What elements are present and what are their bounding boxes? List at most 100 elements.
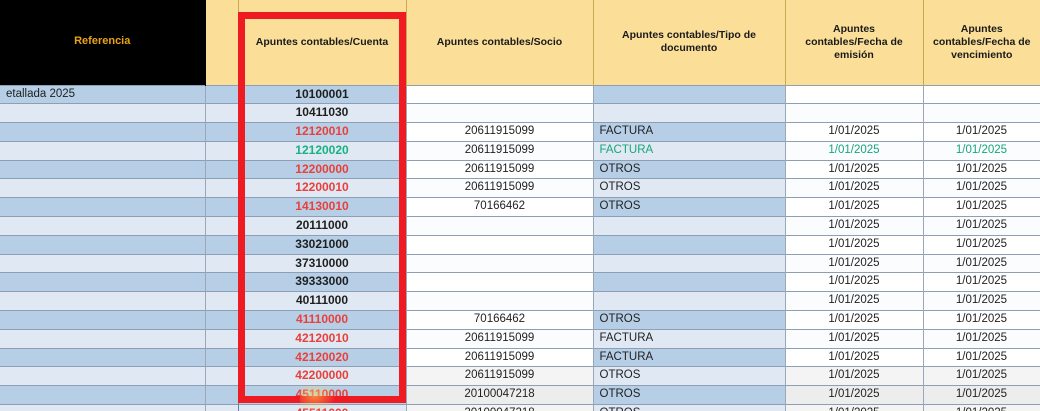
cell-tipo-documento[interactable] [593, 84, 786, 104]
cell-fecha-vencimiento[interactable]: 1/01/2025 [923, 347, 1040, 367]
cell-fecha-emision[interactable]: 1/01/2025 [785, 140, 924, 161]
cell-fecha-emision[interactable]: 1/01/2025 [785, 310, 924, 330]
cell-spacer[interactable] [205, 103, 239, 123]
cell-cuenta[interactable]: 10411030 [238, 103, 407, 123]
cell-tipo-documento[interactable]: OTROS [593, 178, 786, 198]
column-header-spacer[interactable] [205, 0, 239, 85]
cell-spacer[interactable] [205, 159, 239, 179]
cell-spacer[interactable] [205, 216, 239, 236]
column-header-tipo-documento[interactable]: Apuntes contables/Tipo de documento [593, 0, 786, 85]
cell-socio[interactable] [406, 84, 594, 104]
cell-spacer[interactable] [205, 140, 239, 161]
cell-fecha-emision[interactable]: 1/01/2025 [785, 328, 924, 349]
cell-cuenta[interactable]: 12200000 [238, 159, 407, 179]
cell-spacer[interactable] [205, 366, 239, 386]
table-row[interactable]: 40111000 1/01/2025 1/01/2025 [0, 291, 1040, 311]
cell-fecha-vencimiento[interactable]: 1/01/2025 [923, 253, 1040, 273]
cell-fecha-emision[interactable] [785, 84, 924, 104]
cell-cuenta[interactable]: 10100001 [238, 84, 407, 104]
cell-cuenta[interactable]: 40111000 [238, 291, 407, 311]
cell-tipo-documento[interactable] [593, 253, 786, 273]
cell-spacer[interactable] [205, 272, 239, 292]
cell-cuenta[interactable]: 39333000 [238, 272, 407, 292]
cell-fecha-vencimiento[interactable]: 1/01/2025 [923, 385, 1040, 405]
cell-referencia[interactable] [0, 291, 206, 311]
cell-referencia[interactable] [0, 385, 206, 405]
cell-tipo-documento[interactable]: FACTURA [593, 347, 786, 367]
cell-socio[interactable] [406, 216, 594, 236]
cell-referencia[interactable] [0, 253, 206, 273]
cell-spacer[interactable] [205, 84, 239, 104]
cell-referencia[interactable] [0, 159, 206, 179]
table-row[interactable]: 42200000 20611915099 OTROS 1/01/2025 1/01/20… [0, 366, 1040, 386]
cell-fecha-vencimiento[interactable]: 1/01/2025 [923, 234, 1040, 255]
table-row[interactable]: 12200010 20611915099 OTROS 1/01/2025 1/01/20… [0, 178, 1040, 198]
cell-fecha-emision[interactable]: 1/01/2025 [785, 159, 924, 179]
cell-cuenta[interactable]: 33021000 [238, 234, 407, 255]
cell-referencia[interactable] [0, 140, 206, 161]
table-row[interactable]: 12120010 20611915099 FACTURA 1/01/2025 1/01/… [0, 122, 1040, 142]
cell-socio[interactable]: 20100047218 [406, 385, 594, 405]
cell-fecha-emision[interactable]: 1/01/2025 [785, 234, 924, 255]
cell-fecha-emision[interactable]: 1/01/2025 [785, 197, 924, 217]
cell-tipo-documento[interactable]: FACTURA [593, 328, 786, 349]
cell-spacer[interactable] [205, 347, 239, 367]
cell-spacer[interactable] [205, 404, 239, 411]
cell-fecha-emision[interactable]: 1/01/2025 [785, 122, 924, 142]
cell-referencia[interactable] [0, 272, 206, 292]
cell-fecha-emision[interactable]: 1/01/2025 [785, 272, 924, 292]
cell-fecha-emision[interactable]: 1/01/2025 [785, 216, 924, 236]
cell-tipo-documento[interactable] [593, 216, 786, 236]
cell-socio[interactable]: 20611915099 [406, 159, 594, 179]
table-row[interactable]: 39333000 1/01/2025 1/01/2025 [0, 272, 1040, 292]
cell-cuenta[interactable]: 45511000 [238, 404, 407, 411]
cell-spacer[interactable] [205, 122, 239, 142]
cell-cuenta[interactable]: 42120010 [238, 328, 407, 349]
cell-referencia[interactable] [0, 197, 206, 217]
cell-fecha-emision[interactable]: 1/01/2025 [785, 347, 924, 367]
cell-cuenta[interactable]: 41110000 [238, 310, 407, 330]
column-header-fecha-vencimiento[interactable]: Apuntes contables/Fecha de vencimiento [923, 0, 1040, 85]
cell-fecha-vencimiento[interactable] [923, 103, 1040, 123]
cell-spacer[interactable] [205, 197, 239, 217]
cell-socio[interactable] [406, 253, 594, 273]
table-row[interactable]: 10411030 [0, 103, 1040, 123]
cell-referencia[interactable] [0, 310, 206, 330]
cell-spacer[interactable] [205, 291, 239, 311]
cell-socio[interactable]: 20611915099 [406, 122, 594, 142]
column-header-referencia[interactable]: Referencia [0, 0, 206, 85]
cell-fecha-vencimiento[interactable]: 1/01/2025 [923, 122, 1040, 142]
cell-socio[interactable] [406, 103, 594, 123]
table-row[interactable]: etallada 2025 10100001 [0, 84, 1040, 104]
cell-referencia[interactable] [0, 347, 206, 367]
cell-referencia[interactable] [0, 328, 206, 349]
cell-fecha-vencimiento[interactable]: 1/01/2025 [923, 216, 1040, 236]
cell-fecha-emision[interactable]: 1/01/2025 [785, 178, 924, 198]
cell-tipo-documento[interactable]: OTROS [593, 159, 786, 179]
cell-spacer[interactable] [205, 385, 239, 405]
cell-socio[interactable]: 20611915099 [406, 140, 594, 161]
cell-socio[interactable]: 70166462 [406, 197, 594, 217]
cell-tipo-documento[interactable] [593, 272, 786, 292]
cell-fecha-vencimiento[interactable]: 1/01/2025 [923, 310, 1040, 330]
column-header-cuenta[interactable]: Apuntes contables/Cuenta [238, 0, 407, 85]
table-row[interactable]: 42120010 20611915099 FACTURA 1/01/2025 1/01/… [0, 328, 1040, 349]
cell-tipo-documento[interactable]: OTROS [593, 385, 786, 405]
column-header-socio[interactable]: Apuntes contables/Socio [406, 0, 594, 85]
cell-tipo-documento[interactable] [593, 234, 786, 255]
cell-tipo-documento[interactable]: FACTURA [593, 122, 786, 142]
table-row[interactable]: 42120020 20611915099 FACTURA 1/01/2025 1/01/… [0, 347, 1040, 367]
cell-cuenta[interactable]: 42120020 [238, 347, 407, 367]
cell-socio[interactable] [406, 234, 594, 255]
cell-socio[interactable] [406, 291, 594, 311]
cell-referencia[interactable]: etallada 2025 [0, 84, 206, 104]
cell-socio[interactable]: 20611915099 [406, 178, 594, 198]
cell-fecha-vencimiento[interactable]: 1/01/2025 [923, 328, 1040, 349]
cell-tipo-documento[interactable]: OTROS [593, 366, 786, 386]
table-row[interactable]: 20111000 1/01/2025 1/01/2025 [0, 216, 1040, 236]
cell-fecha-emision[interactable]: 1/01/2025 [785, 404, 924, 411]
table-row[interactable]: 33021000 1/01/2025 1/01/2025 [0, 234, 1040, 255]
cell-fecha-vencimiento[interactable]: 1/01/2025 [923, 140, 1040, 161]
cell-cuenta[interactable]: 14130010 [238, 197, 407, 217]
table-row[interactable]: 14130010 70166462 OTROS 1/01/2025 1/01/2025 [0, 197, 1040, 217]
